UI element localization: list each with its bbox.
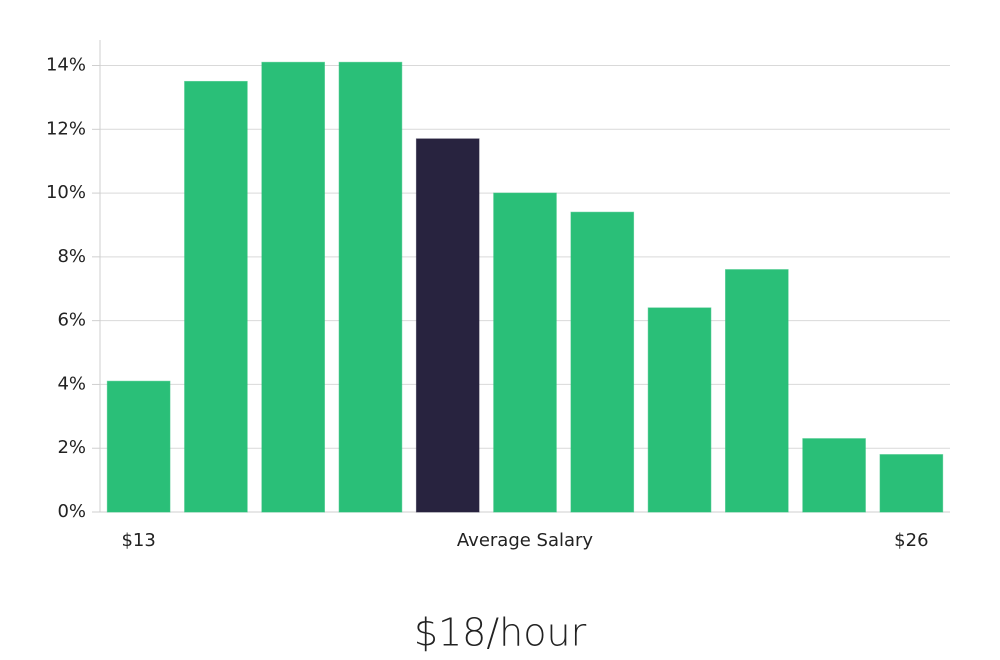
bar bbox=[261, 61, 325, 513]
y-tick-label: 2% bbox=[57, 437, 86, 458]
y-tick-label: 14% bbox=[46, 55, 86, 76]
bar bbox=[879, 454, 944, 513]
x-tick-label: $13 bbox=[121, 530, 155, 551]
y-tick-label: 10% bbox=[46, 182, 86, 203]
bar bbox=[184, 80, 248, 513]
bar bbox=[647, 307, 712, 513]
bar bbox=[106, 380, 171, 513]
bar bbox=[570, 211, 635, 513]
bar bbox=[415, 138, 480, 513]
y-tick-label: 12% bbox=[46, 118, 86, 139]
bar bbox=[493, 192, 557, 513]
y-tick-label: 6% bbox=[57, 310, 86, 331]
bar bbox=[338, 61, 403, 513]
x-tick-label: $26 bbox=[894, 530, 928, 551]
x-tick-label: Average Salary bbox=[457, 530, 594, 551]
bar bbox=[802, 438, 866, 513]
y-tick-label: 8% bbox=[57, 246, 86, 267]
y-tick-label: 4% bbox=[57, 373, 86, 394]
y-tick-label: 0% bbox=[57, 501, 86, 522]
bar bbox=[725, 269, 789, 513]
average-salary-value: $18/hour bbox=[414, 611, 587, 655]
